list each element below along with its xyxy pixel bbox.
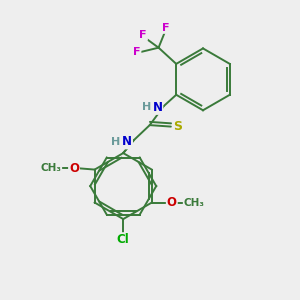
Text: CH₃: CH₃ (40, 163, 61, 173)
Text: N: N (152, 101, 162, 114)
Text: F: F (140, 30, 147, 40)
Text: F: F (133, 47, 140, 57)
Text: S: S (173, 120, 182, 133)
Text: N: N (122, 135, 132, 148)
Text: CH₃: CH₃ (184, 198, 205, 208)
Text: H: H (142, 103, 152, 112)
Text: O: O (69, 162, 79, 175)
Text: Cl: Cl (117, 233, 130, 246)
Text: H: H (111, 137, 121, 147)
Text: F: F (162, 23, 170, 33)
Text: O: O (167, 196, 177, 209)
